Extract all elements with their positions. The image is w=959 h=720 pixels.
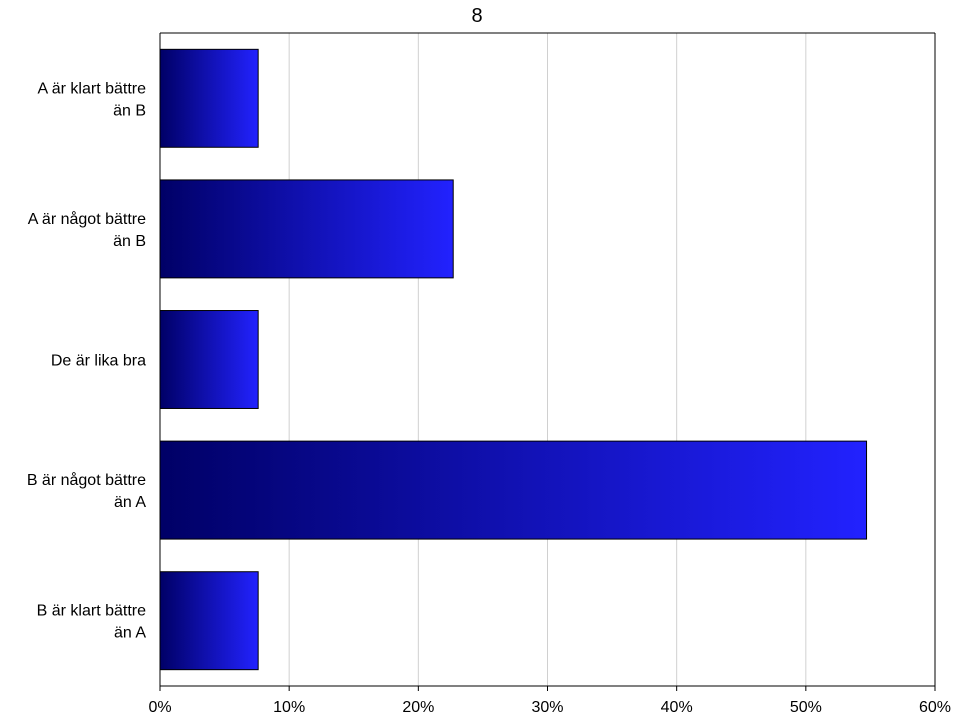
x-tick-label: 60% bbox=[919, 699, 951, 716]
bar bbox=[159, 48, 259, 148]
bar bbox=[159, 179, 454, 279]
x-tick-label: 10% bbox=[273, 699, 305, 716]
x-tick-label: 50% bbox=[790, 699, 822, 716]
bars bbox=[159, 48, 868, 671]
x-tick-label: 40% bbox=[661, 699, 693, 716]
x-tick-label: 0% bbox=[148, 699, 171, 716]
category-label: A är klart bättre än B bbox=[38, 80, 147, 119]
x-tick-label: 30% bbox=[531, 699, 563, 716]
bar bbox=[159, 310, 259, 409]
category-label: A är något bättre än B bbox=[28, 210, 146, 250]
axes bbox=[159, 32, 936, 687]
chart-title: 8 bbox=[471, 5, 482, 27]
x-tick-labels: 0% 10% 20% 30% 40% 50% 60% bbox=[148, 686, 951, 716]
bar bbox=[159, 440, 868, 540]
category-label: B är klart bättre än A bbox=[37, 603, 147, 642]
grid-lines bbox=[288, 33, 936, 686]
x-tick-label: 20% bbox=[402, 699, 434, 716]
category-labels: A är klart bättre än B A är något bättre än… bbox=[27, 80, 147, 641]
category-label: B är något bättre än A bbox=[27, 471, 147, 511]
category-label: De är lika bra bbox=[51, 353, 146, 370]
bar bbox=[159, 571, 259, 671]
